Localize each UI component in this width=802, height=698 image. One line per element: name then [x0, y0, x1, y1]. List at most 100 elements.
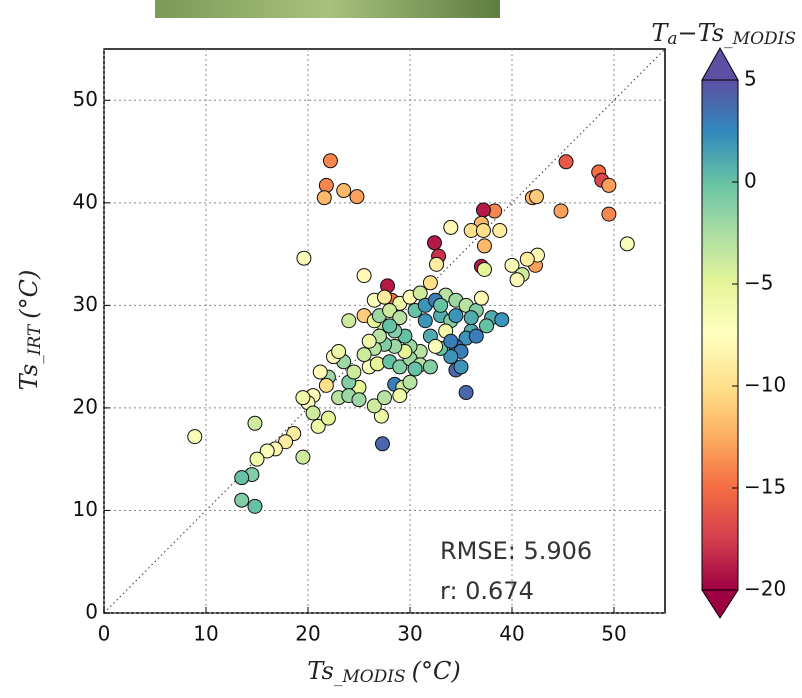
y-tick-label: 50	[73, 87, 98, 111]
point	[341, 313, 357, 329]
point	[558, 154, 574, 170]
point	[519, 251, 535, 267]
point	[187, 429, 203, 445]
rmse-annotation: RMSE: 5.906	[440, 537, 592, 565]
colorbar-tick-label: −15	[744, 475, 786, 499]
photo-strip	[155, 0, 500, 18]
point	[475, 202, 491, 218]
point	[247, 498, 263, 514]
point	[351, 392, 367, 408]
point	[331, 344, 347, 360]
y-tick-label: 30	[73, 292, 98, 316]
point	[249, 451, 265, 467]
point	[295, 449, 311, 465]
point	[504, 257, 520, 273]
point	[601, 177, 617, 193]
point	[476, 261, 492, 277]
point	[310, 418, 326, 434]
colorbar-extend-top	[701, 46, 739, 81]
point	[417, 313, 433, 329]
point	[473, 290, 489, 306]
point	[509, 272, 525, 288]
point	[361, 333, 377, 349]
point	[234, 470, 250, 486]
point	[407, 361, 423, 377]
x-tick-label: 50	[601, 622, 626, 646]
point	[475, 223, 491, 239]
point	[619, 236, 635, 252]
point	[356, 268, 372, 284]
point	[422, 275, 438, 291]
point	[463, 310, 479, 326]
point	[336, 183, 352, 199]
point	[278, 434, 294, 450]
colorbar-tick-label: −10	[744, 373, 786, 397]
colorbar-frame	[701, 79, 739, 591]
point	[295, 390, 311, 406]
point	[392, 310, 408, 326]
colorbar-tick-label: −20	[744, 577, 786, 601]
x-tick-label: 20	[295, 622, 320, 646]
point	[305, 405, 321, 421]
point	[443, 349, 459, 365]
point	[528, 189, 544, 205]
point	[234, 492, 250, 508]
point	[453, 359, 469, 375]
colorbar	[702, 80, 738, 590]
point	[392, 388, 408, 404]
colorbar-tick-label: 5	[744, 67, 757, 91]
point	[374, 436, 390, 452]
point	[426, 235, 442, 251]
y-axis-label: Ts_IRT(°C)	[15, 270, 45, 391]
colorbar-tick-label: −5	[744, 271, 773, 295]
point	[443, 219, 459, 235]
point	[382, 302, 398, 318]
x-tick-label: 40	[499, 622, 524, 646]
point	[428, 338, 443, 354]
point	[369, 356, 385, 372]
x-tick-label: 30	[397, 622, 422, 646]
point	[349, 189, 365, 205]
point	[422, 359, 438, 375]
point	[377, 390, 392, 406]
y-tick-label: 10	[73, 497, 98, 521]
point	[601, 206, 617, 222]
colorbar-extend-bottom	[701, 589, 739, 619]
point	[429, 256, 445, 272]
r-annotation: r: 0.674	[440, 577, 534, 605]
point	[402, 374, 418, 390]
point	[366, 398, 382, 414]
point	[318, 377, 334, 393]
y-tick-label: 40	[73, 189, 98, 213]
x-tick-label: 0	[98, 622, 111, 646]
point	[373, 408, 389, 424]
point	[316, 190, 332, 206]
point	[312, 364, 328, 380]
point	[296, 250, 312, 266]
point	[468, 328, 484, 344]
point	[443, 333, 459, 349]
x-tick-label: 10	[193, 622, 218, 646]
point	[458, 385, 474, 401]
point	[433, 297, 449, 313]
point	[479, 318, 494, 334]
y-tick-label: 0	[85, 600, 98, 624]
point	[392, 359, 408, 375]
point	[553, 203, 569, 219]
point	[382, 318, 398, 334]
y-tick-label: 20	[73, 394, 98, 418]
point	[322, 153, 338, 169]
point	[492, 223, 508, 239]
point	[320, 410, 336, 426]
point	[247, 415, 263, 431]
point	[476, 238, 492, 254]
x-axis-label: Ts_MODIS (°C)	[307, 657, 461, 687]
point	[346, 364, 362, 380]
point	[494, 312, 510, 328]
colorbar-tick-label: 0	[744, 169, 757, 193]
one-to-one-line	[103, 48, 666, 614]
point	[377, 289, 392, 305]
point	[259, 443, 275, 459]
point	[448, 308, 464, 324]
